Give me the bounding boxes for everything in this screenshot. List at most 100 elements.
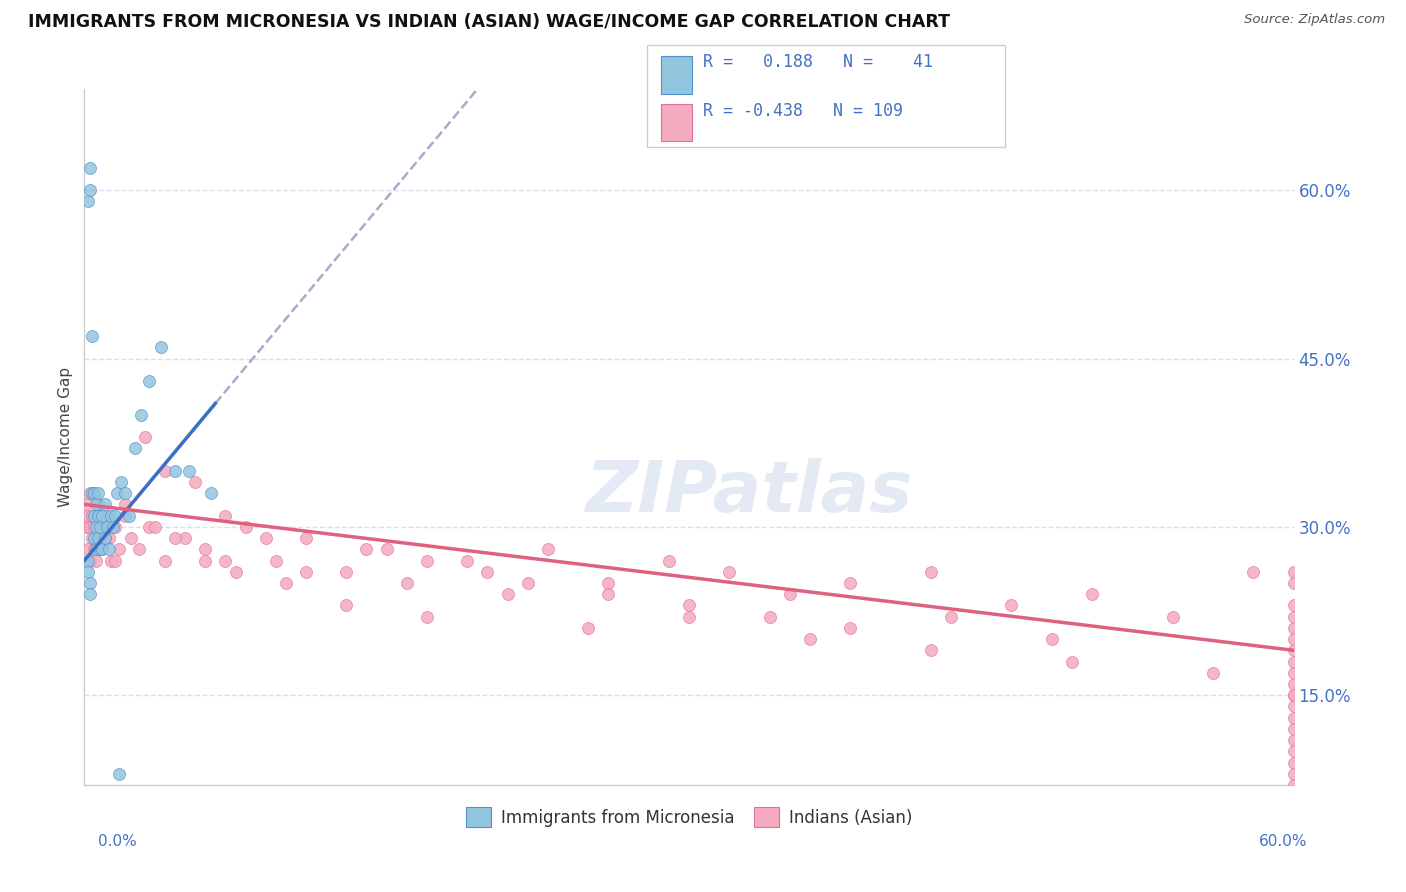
Point <box>598 587 620 601</box>
Point <box>235 520 257 534</box>
Point <box>89 531 111 545</box>
Point <box>214 508 236 523</box>
Point <box>91 542 114 557</box>
Point <box>118 508 141 523</box>
Point <box>1282 699 1305 714</box>
Point <box>143 520 166 534</box>
Point <box>91 508 114 523</box>
Point <box>83 542 105 557</box>
Point <box>416 609 439 624</box>
Point <box>335 565 357 579</box>
Point <box>1282 722 1305 736</box>
Point <box>274 576 297 591</box>
Point <box>356 542 378 557</box>
Point <box>537 542 560 557</box>
Point <box>124 442 146 456</box>
Point <box>87 531 110 545</box>
Point <box>658 553 681 567</box>
Point <box>1282 609 1305 624</box>
Point <box>758 609 780 624</box>
Point <box>104 553 127 567</box>
Text: ZIPatlas: ZIPatlas <box>586 458 912 527</box>
Point <box>89 542 111 557</box>
Point <box>839 576 862 591</box>
Point <box>86 542 108 557</box>
Point <box>214 553 236 567</box>
Point <box>79 183 101 197</box>
Point <box>114 486 136 500</box>
Legend: Immigrants from Micronesia, Indians (Asian): Immigrants from Micronesia, Indians (Asi… <box>457 798 921 836</box>
Point <box>1000 599 1022 613</box>
Point <box>939 609 962 624</box>
Point <box>1282 565 1305 579</box>
Point <box>82 329 104 343</box>
Point <box>920 565 942 579</box>
Point <box>839 621 862 635</box>
Point <box>79 576 101 591</box>
Point <box>920 643 942 657</box>
Point <box>1060 655 1083 669</box>
Point <box>1282 688 1305 702</box>
Point <box>456 553 478 567</box>
Point <box>79 587 101 601</box>
Point <box>134 430 156 444</box>
Point <box>149 340 172 354</box>
Point <box>1282 599 1305 613</box>
Point <box>1282 643 1305 657</box>
Point <box>1282 733 1305 747</box>
Point <box>114 508 136 523</box>
Point <box>179 464 201 478</box>
Point <box>1282 688 1305 702</box>
Point <box>295 565 318 579</box>
Point <box>86 542 108 557</box>
Point <box>194 542 217 557</box>
Point <box>174 531 197 545</box>
Point <box>86 531 108 545</box>
Point <box>1282 665 1305 680</box>
Point <box>91 542 114 557</box>
Point <box>93 531 115 545</box>
Point <box>128 542 150 557</box>
Point <box>165 464 187 478</box>
Text: IMMIGRANTS FROM MICRONESIA VS INDIAN (ASIAN) WAGE/INCOME GAP CORRELATION CHART: IMMIGRANTS FROM MICRONESIA VS INDIAN (AS… <box>28 13 950 31</box>
Point <box>1282 576 1305 591</box>
Point <box>165 531 187 545</box>
Point <box>114 497 136 511</box>
Point <box>1161 609 1184 624</box>
Point <box>100 553 122 567</box>
Point <box>77 565 100 579</box>
Point <box>120 531 142 545</box>
Point <box>1282 744 1305 758</box>
Point <box>79 161 101 175</box>
Point <box>87 508 110 523</box>
Point <box>264 553 287 567</box>
Point <box>1241 565 1264 579</box>
Point <box>678 609 700 624</box>
Point <box>105 486 128 500</box>
Point <box>96 520 118 534</box>
Point <box>138 374 160 388</box>
Point <box>87 497 110 511</box>
Point <box>194 553 217 567</box>
Text: 60.0%: 60.0% <box>1260 834 1308 849</box>
Point <box>598 576 620 591</box>
Point <box>82 486 104 500</box>
Point <box>477 565 499 579</box>
Point <box>86 553 108 567</box>
Point <box>96 508 118 523</box>
Point <box>1202 665 1225 680</box>
Point <box>77 553 100 567</box>
Point <box>496 587 519 601</box>
Point <box>82 531 104 545</box>
Point <box>138 520 160 534</box>
Point <box>89 508 111 523</box>
Point <box>254 531 277 545</box>
Point <box>93 497 115 511</box>
Point <box>100 508 122 523</box>
Point <box>1282 766 1305 780</box>
Point <box>516 576 538 591</box>
Point <box>110 475 132 489</box>
Point <box>395 576 418 591</box>
Point <box>79 486 101 500</box>
Point <box>153 464 176 478</box>
